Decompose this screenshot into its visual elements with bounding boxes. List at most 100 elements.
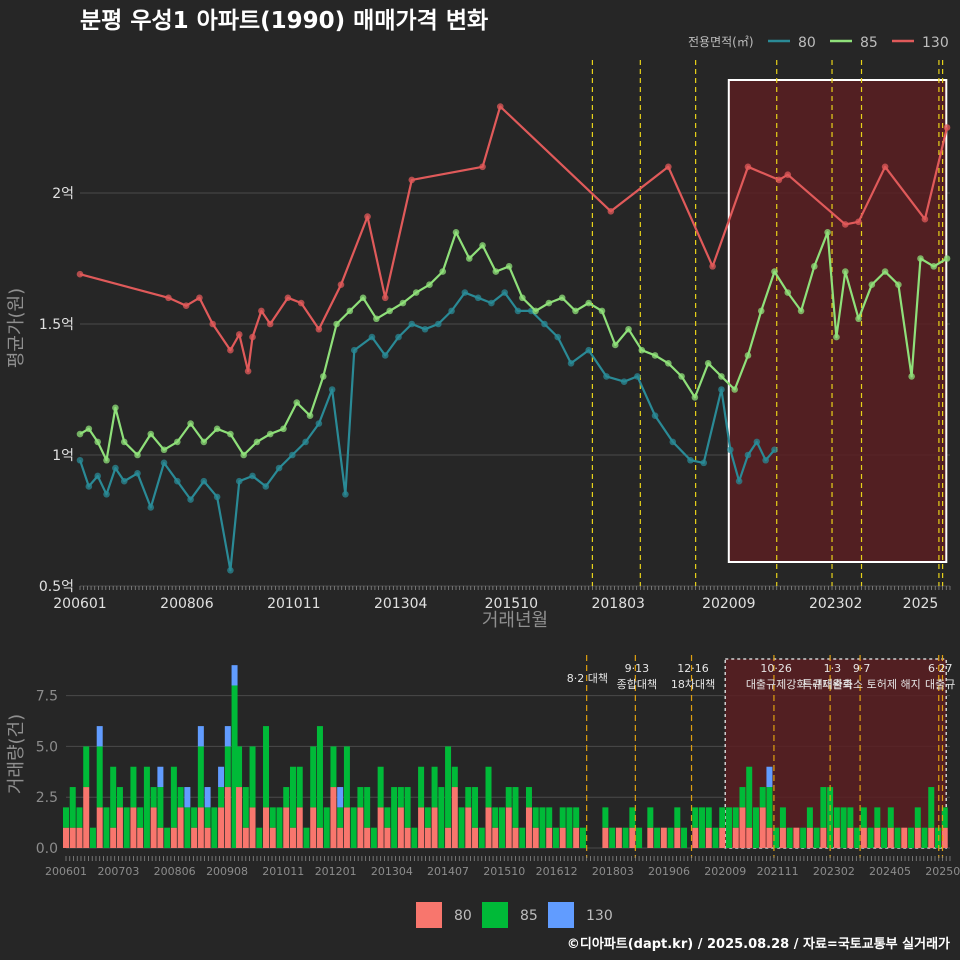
data-point-85 (373, 315, 380, 323)
volume-bar-80 (83, 787, 90, 848)
policy-annotation: 9·13 (625, 662, 650, 675)
volume-bar-80 (296, 807, 303, 848)
volume-y-tick-label: 0.0 (36, 841, 58, 857)
volume-bar-80 (759, 807, 766, 848)
x-tick-label: 200806 (160, 596, 214, 612)
volume-bar-85 (110, 766, 117, 828)
volume-bar-85 (451, 766, 458, 788)
data-point-85 (492, 268, 500, 275)
data-point-80 (408, 320, 416, 328)
volume-x-tick-label: 201612 (536, 865, 578, 878)
volume-bar-85 (224, 746, 231, 788)
volume-bar-80 (96, 807, 103, 848)
data-point-85 (771, 268, 778, 275)
chart-title: 분평 우성1 아파트(1990) 매매가격 변화 (80, 8, 488, 34)
volume-bar-80 (719, 827, 726, 848)
data-point-80 (435, 320, 442, 328)
data-point-80 (381, 352, 389, 359)
volume-y-tick-label: 7.5 (36, 689, 58, 705)
volume-bar-85 (773, 827, 780, 848)
volume-bar-80 (739, 807, 746, 848)
data-point-85 (943, 255, 951, 262)
data-point-85 (452, 229, 460, 236)
data-point-80 (554, 333, 562, 341)
volume-bar-85 (404, 787, 411, 828)
volume-bar-80 (692, 827, 699, 848)
data-point-80 (315, 420, 323, 427)
data-point-85 (895, 281, 902, 289)
volume-bar-80 (137, 827, 144, 848)
volume-bar-80 (116, 807, 123, 848)
data-point-85 (665, 360, 672, 367)
volume-bar-80 (573, 827, 580, 848)
volume-bar-85 (76, 807, 83, 828)
volume-bar-85 (559, 807, 566, 828)
volume-bar-80 (674, 827, 681, 848)
data-point-85 (227, 430, 234, 438)
volume-bar-80 (337, 827, 344, 848)
volume-panel: 0.0 2.5 5.0 7.5 8·2 대책 9·13 종합대책 12·16 18차대책 10·2… (36, 655, 960, 878)
volume-bar-80 (197, 807, 204, 848)
volume-y-axis-title: 거래량(건) (6, 714, 27, 794)
volume-bar-85 (89, 827, 96, 848)
volume-bar-80 (269, 827, 276, 848)
data-point-85 (76, 430, 84, 438)
volume-bar-80 (546, 827, 553, 848)
volume-bar-80 (424, 827, 431, 848)
data-point-80 (302, 438, 309, 446)
data-point-85 (253, 438, 261, 446)
volume-bar-80 (364, 827, 371, 848)
data-point-85 (187, 420, 194, 427)
volume-bar-85 (424, 807, 431, 828)
volume-bar-85 (654, 827, 661, 848)
volume-bar-130 (224, 726, 231, 747)
volume-bar-80 (445, 827, 452, 848)
volume-bar-80 (602, 827, 609, 848)
volume-bar-85 (813, 827, 820, 848)
data-point-80 (350, 346, 358, 354)
volume-bar-85 (629, 807, 636, 828)
volume-bar-85 (692, 807, 699, 828)
data-point-85 (359, 294, 367, 302)
volume-bar-85 (622, 827, 629, 848)
volume-bar-85 (177, 787, 184, 808)
data-point-85 (240, 451, 247, 459)
data-point-85 (625, 325, 632, 333)
volume-bar-85 (364, 787, 371, 828)
volume-bar-85 (418, 766, 425, 808)
data-point-85 (306, 412, 314, 420)
volume-bar-85 (935, 827, 941, 848)
volume-bar-85 (609, 827, 616, 848)
data-point-80 (669, 438, 677, 446)
volume-bar-80 (177, 807, 184, 848)
data-point-80 (718, 386, 725, 393)
volume-bar-85 (137, 807, 144, 828)
volume-bar-80 (377, 807, 384, 848)
policy-annotation: 8·2 대책 (567, 672, 608, 685)
volume-bar-130 (184, 787, 191, 808)
volume-bar-80 (130, 807, 137, 848)
data-point-80 (700, 459, 708, 467)
data-point-80 (342, 491, 349, 498)
data-point-85 (930, 263, 938, 270)
top-legend: 전용면적(㎡) 80 85 130 (688, 35, 949, 51)
volume-x-tick-label: 201201 (315, 865, 357, 878)
data-point-85 (881, 268, 889, 275)
credit-text: ©디아파트(dapt.kr) / 2025.08.28 / 자료=국토교통부 실… (567, 936, 950, 952)
data-point-85 (718, 373, 725, 380)
data-point-80 (94, 472, 101, 480)
volume-bar-85 (854, 827, 861, 848)
data-point-130 (855, 218, 862, 226)
data-point-130 (297, 299, 305, 307)
volume-bar-85 (752, 807, 759, 848)
data-point-85 (833, 333, 840, 341)
data-point-130 (408, 176, 416, 184)
volume-bar-80 (170, 827, 177, 848)
data-point-80 (634, 373, 641, 380)
data-point-80 (147, 504, 155, 511)
data-point-85 (293, 399, 301, 406)
volume-bar-85 (303, 827, 310, 848)
data-point-80 (448, 307, 455, 315)
data-point-85 (333, 320, 340, 328)
